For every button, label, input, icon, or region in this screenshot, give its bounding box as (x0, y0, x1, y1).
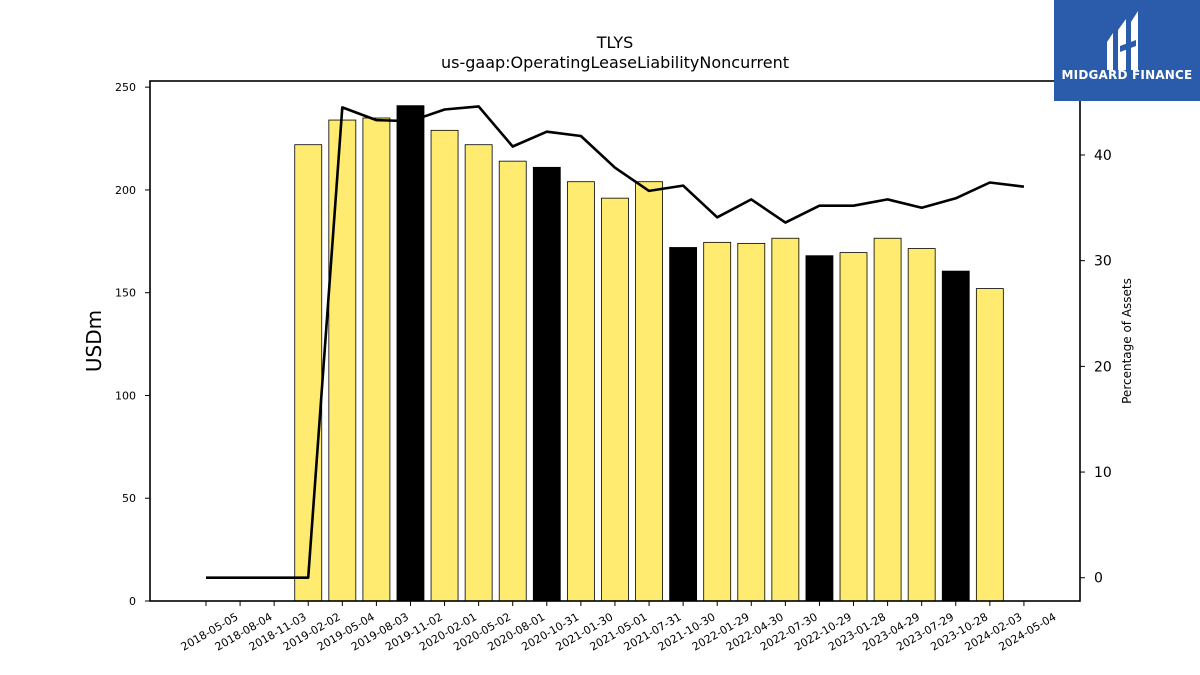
y-right-tick-label: 20 (1094, 359, 1112, 375)
bar (907, 248, 936, 602)
bar (396, 105, 425, 602)
y-axis-right: 0 10 20 30 40 (1080, 148, 1112, 587)
y-right-tick-label: 40 (1094, 148, 1112, 164)
bar (941, 270, 970, 602)
bar (601, 197, 629, 602)
y-tick-label: 150 (115, 287, 136, 300)
bar (703, 241, 732, 602)
logo-mark-icon (1107, 11, 1138, 70)
y-tick-label: 100 (115, 389, 136, 402)
chart-title: TLYS (596, 33, 634, 52)
bar (635, 181, 663, 602)
bar (532, 166, 561, 602)
bar (498, 160, 527, 602)
y-tick-label: 250 (115, 81, 136, 94)
line-path (206, 105, 1025, 580)
y-tick-label: 50 (122, 492, 136, 505)
y-axis-label-right: Percentage of Assets (1120, 278, 1134, 404)
bar (294, 144, 323, 602)
bar (975, 288, 1004, 602)
bar (839, 252, 868, 602)
bar (362, 117, 391, 602)
y-right-tick-label: 0 (1094, 571, 1103, 587)
y-tick-label: 200 (115, 184, 136, 197)
bar (669, 247, 698, 602)
y-right-tick-label: 10 (1094, 465, 1112, 481)
chart-subtitle: us-gaap:OperatingLeaseLiabilityNoncurren… (441, 53, 789, 72)
logo-text: MIDGARD FINANCE (1061, 68, 1193, 82)
bar (805, 255, 834, 602)
bar (566, 181, 595, 602)
bar (873, 237, 902, 602)
x-axis: 2018-05-052018-08-042018-11-032019-02-02… (179, 601, 1058, 654)
bar (464, 144, 493, 602)
logo: MIDGARD FINANCE (1054, 0, 1200, 101)
bar-series (294, 105, 1004, 602)
y-axis-label-left: USDm (82, 310, 106, 372)
y-right-tick-label: 30 (1094, 254, 1112, 270)
bar (430, 129, 459, 602)
y-axis-left: 0 50 100 150 200 250 (115, 81, 150, 608)
y-tick-label: 0 (129, 595, 136, 608)
line-series (206, 105, 1025, 580)
bar (771, 237, 800, 602)
bar (737, 242, 766, 602)
bar (328, 119, 357, 602)
